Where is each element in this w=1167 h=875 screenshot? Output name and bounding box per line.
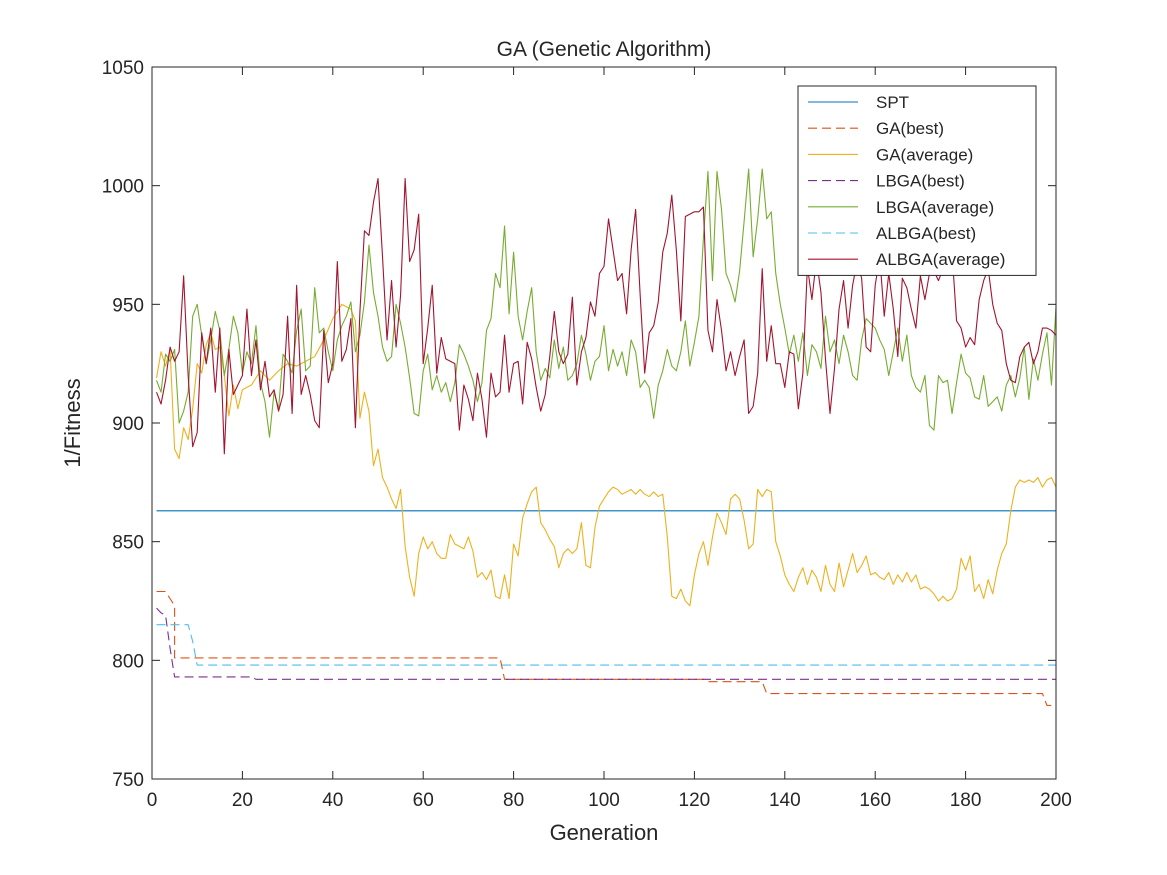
- x-tick-label: 180: [950, 790, 982, 811]
- x-tick-label: 100: [588, 790, 620, 811]
- x-tick-label: 20: [232, 790, 253, 811]
- x-tick-label: 60: [413, 790, 434, 811]
- series-line-albga-average: [156, 178, 1056, 455]
- y-tick-label: 1050: [102, 58, 144, 79]
- x-axis-title: Generation: [550, 820, 659, 845]
- legend-label: ALBGA(best): [876, 224, 976, 243]
- chart-title: GA (Genetic Algorithm): [497, 38, 712, 61]
- x-tick-label: 120: [679, 790, 711, 811]
- legend-label: SPT: [876, 93, 909, 112]
- legend-label: ALBGA(average): [876, 250, 1005, 269]
- y-tick-label: 850: [112, 533, 144, 554]
- series-line-lbga-average: [156, 168, 1056, 438]
- axes-layer: 0 20 40 60 80 100 120 140 160 180 200 750 800 850 900 9…: [102, 58, 1072, 811]
- legend-label: GA(average): [876, 145, 973, 164]
- y-axis-title: 1/Fitness: [60, 378, 85, 467]
- y-tick-label: 1000: [102, 177, 144, 198]
- y-tick-label: 950: [112, 295, 144, 316]
- legend: SPT GA(best) GA(average) LBGA(best) LBGA(ave…: [797, 85, 1037, 276]
- x-tick-label: 80: [503, 790, 524, 811]
- x-tick-label: 40: [322, 790, 343, 811]
- plot-area: [155, 168, 1056, 706]
- legend-label: GA(best): [876, 119, 944, 138]
- x-tick-label: 0: [147, 790, 158, 811]
- legend-label: LBGA(best): [876, 172, 965, 191]
- x-tick-label: 200: [1040, 790, 1072, 811]
- y-tick-label: 900: [112, 414, 144, 435]
- y-tick-label: 750: [112, 770, 144, 791]
- legend-label: LBGA(average): [876, 198, 994, 217]
- series-layer: [155, 168, 1056, 706]
- series-line-lbga-best: [156, 607, 1056, 680]
- x-tick-label: 160: [859, 790, 891, 811]
- y-tick-label: 800: [112, 651, 144, 672]
- x-tick-label: 140: [769, 790, 801, 811]
- series-line-albga-best: [156, 624, 1056, 666]
